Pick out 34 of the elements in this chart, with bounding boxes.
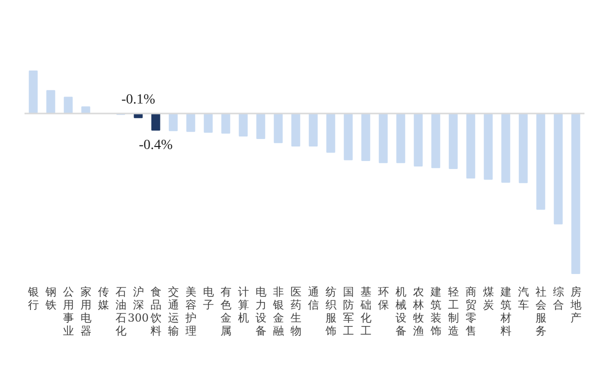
x-tick-label: 通信 [308,286,319,312]
x-tick-label: 交通运输 [168,286,179,338]
x-tick-label: 煤炭 [482,286,494,312]
x-tick-label: 食品饮料 [149,286,162,338]
x-tick-label: 钢铁 [44,286,56,312]
x-tick-label: 环保 [378,286,389,312]
x-tick-label: 社会服务 [535,286,546,338]
x-tick-label: 沪深300 [128,286,149,324]
x-tick-label: 建筑材料 [499,286,512,338]
x-tick-label: 国防军工 [342,286,354,338]
x-tick-label: 医药生物 [290,286,302,338]
x-tick-label: 农林牧渔 [412,286,424,338]
x-tick-label: 建筑装饰 [429,286,442,338]
x-tick-label: 机械设备 [395,286,406,338]
x-tick-label: 传媒 [98,286,109,312]
data-label: -0.4% [138,138,173,154]
x-tick-label: 基础化工 [359,286,372,338]
x-tick-label: 汽车 [518,286,529,312]
x-tick-label: 公用事业 [62,286,74,338]
x-tick-label: 综合 [552,286,564,312]
x-tick-label: 电力设备 [255,286,266,338]
x-tick-label: 电子 [202,286,214,312]
x-tick-label: 非银金融 [272,286,284,338]
x-tick-label: 有色金属 [220,286,232,338]
x-tick-label: 家用电器 [80,286,92,338]
x-tick-label: 商贸零售 [465,286,476,338]
x-tick-label: 轻工制造 [448,286,459,338]
x-tick-label: 石油石化 [115,286,126,338]
x-tick-label: 银行 [26,286,39,312]
x-tick-label: 美容护理 [184,286,196,338]
data-label: -0.1% [121,92,156,108]
x-tick-label: 房地产 [569,286,582,324]
x-tick-label: 计算机 [238,286,249,324]
x-tick-label: 纺织服饰 [324,286,336,338]
